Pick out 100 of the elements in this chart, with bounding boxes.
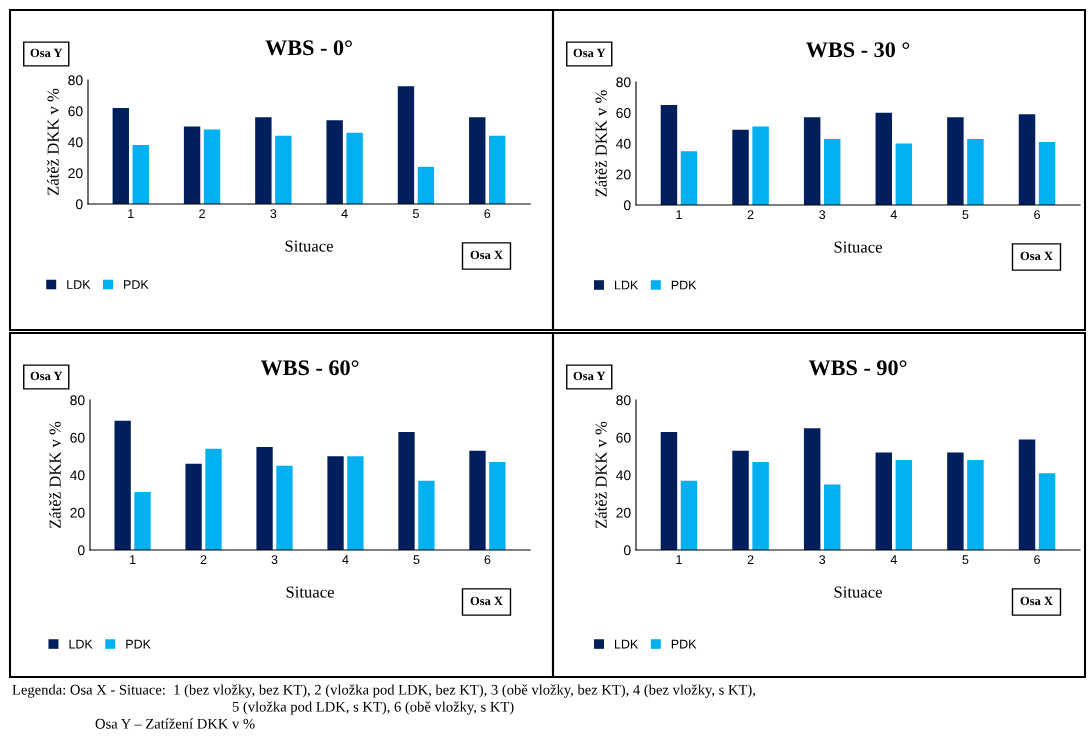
- x-tick-label: 3: [819, 210, 826, 220]
- bar: [875, 112, 893, 205]
- bar: [895, 143, 913, 205]
- y-tick-label: 20: [616, 507, 631, 518]
- y-tick-label: 80: [68, 75, 83, 86]
- bar: [823, 484, 841, 550]
- bar: [114, 420, 131, 550]
- bar: [947, 452, 964, 550]
- y-tick-label: 0: [75, 199, 83, 210]
- x-tick-label: 3: [270, 209, 277, 219]
- x-tick-label: 6: [484, 209, 491, 219]
- bar: [660, 105, 678, 205]
- bar: [803, 428, 821, 550]
- chart-title: WBS - 60°: [260, 360, 359, 376]
- text: Osa Y – Zatížení DKK v %: [95, 718, 255, 729]
- y-tick-label: 20: [68, 168, 83, 179]
- legend-label: PDK: [671, 280, 697, 290]
- y-tick-label: 0: [623, 200, 631, 211]
- x-tick-label: 2: [200, 555, 207, 564]
- bar: [112, 107, 129, 204]
- bar: [397, 86, 415, 204]
- bar: [752, 461, 769, 550]
- y-axis-title: Zátěž DKK v %: [594, 421, 607, 529]
- y-tick-label: 0: [77, 545, 85, 556]
- chart-title: WBS - 30 °: [806, 42, 910, 58]
- x-tick-label: 6: [1034, 210, 1040, 220]
- y-tick-label: 80: [70, 395, 85, 406]
- y-tick-label: 60: [616, 432, 631, 443]
- bar: [469, 450, 486, 550]
- bar: [1018, 439, 1036, 550]
- bar: [489, 135, 506, 204]
- bar: [680, 151, 698, 205]
- bar: [132, 145, 149, 204]
- bar: [183, 126, 201, 204]
- y-tick-label: 20: [616, 169, 631, 180]
- bar: [398, 431, 415, 550]
- x-axis-title: Situace: [834, 586, 882, 598]
- x-tick-label: 4: [890, 555, 897, 564]
- x-tick-label: 4: [342, 555, 349, 564]
- x-tick-label: 3: [271, 555, 278, 565]
- chart-title: WBS - 90°: [808, 360, 907, 376]
- text: Osa Y: [30, 48, 63, 58]
- bar: [256, 446, 273, 550]
- x-tick-label: 2: [199, 209, 205, 218]
- bar: [732, 129, 749, 205]
- bar: [275, 135, 292, 204]
- bar: [255, 117, 272, 204]
- x-tick-label: 1: [676, 210, 682, 219]
- bar: [489, 461, 506, 550]
- x-tick-label: 2: [747, 555, 754, 564]
- x-tick-label: 5: [962, 555, 969, 565]
- bar: [803, 117, 821, 205]
- x-axis-title: Situace: [285, 240, 333, 252]
- bar: [732, 450, 749, 550]
- y-tick-label: 60: [68, 106, 83, 117]
- bar: [875, 452, 893, 550]
- x-tick-label: 4: [890, 210, 897, 219]
- legend-label: LDK: [615, 639, 639, 649]
- x-tick-label: 1: [676, 555, 682, 564]
- bar: [418, 480, 435, 550]
- bar: [326, 120, 343, 204]
- bar: [947, 117, 964, 205]
- y-tick-label: 0: [623, 545, 631, 556]
- bar: [660, 431, 678, 550]
- x-axis-title: Situace: [834, 241, 882, 253]
- bar: [327, 456, 344, 550]
- y-axis-title: Zátěž DKK v %: [46, 88, 59, 196]
- text: Osa Y: [573, 371, 606, 381]
- bar: [134, 491, 151, 550]
- x-tick-label: 4: [341, 209, 348, 218]
- x-tick-label: 6: [1034, 555, 1040, 565]
- y-tick-label: 40: [70, 470, 85, 481]
- legend-label: LDK: [615, 280, 639, 290]
- y-tick-label: 40: [616, 470, 631, 481]
- chart-title: WBS - 0°: [265, 40, 352, 56]
- legend-label: LDK: [69, 639, 93, 649]
- text: Osa X: [1020, 251, 1053, 261]
- bar: [895, 460, 913, 550]
- x-tick-label: 5: [412, 209, 419, 219]
- y-tick-label: 20: [70, 507, 85, 518]
- x-tick-label: 6: [484, 555, 491, 565]
- y-tick-label: 40: [616, 138, 631, 149]
- y-tick-label: 40: [68, 137, 83, 148]
- bar: [680, 480, 698, 550]
- text: Legenda: Osa X - Situace: 1 (bez vložky, bez KT), 2 (vložka pod LDK, bez KT), 3 (obě vložky, bez KT), 4 (bez vložky, s KT),: [12, 684, 755, 698]
- x-axis-title: Situace: [286, 586, 334, 598]
- bar: [205, 448, 222, 550]
- bar: [967, 460, 984, 550]
- legend-label: PDK: [126, 639, 151, 649]
- bar: [203, 129, 221, 204]
- bar: [469, 117, 486, 204]
- x-tick-label: 2: [747, 210, 754, 219]
- y-axis-title: Zátěž DKK v %: [48, 421, 61, 529]
- bar: [1038, 473, 1056, 550]
- text: Osa X: [470, 250, 503, 260]
- x-tick-label: 3: [819, 555, 826, 565]
- bar: [346, 132, 363, 204]
- bar: [1018, 114, 1036, 205]
- bar: [752, 126, 769, 205]
- y-tick-label: 60: [70, 432, 85, 443]
